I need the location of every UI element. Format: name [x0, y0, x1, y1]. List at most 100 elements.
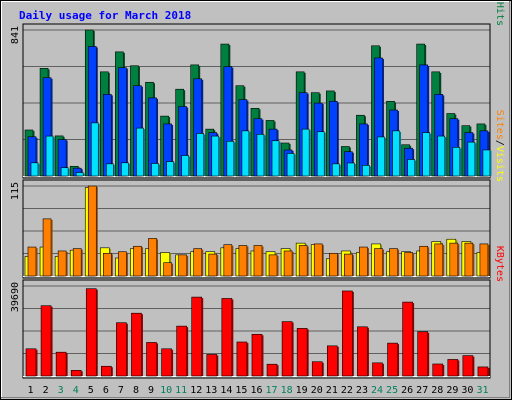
bar-pages: [121, 162, 130, 177]
bar-sites: [193, 248, 204, 277]
legend-entry: /: [494, 140, 505, 146]
day-label: 29: [446, 385, 458, 396]
bar-pages: [422, 132, 432, 177]
y-max-label: 841: [10, 26, 21, 44]
bar-files: [118, 67, 128, 177]
bar-kbytes: [116, 322, 128, 377]
bar-sites: [208, 253, 219, 277]
panel-hits-files-pages: 841 Pages/Files/Hits: [10, 0, 505, 179]
bar-sites: [479, 243, 490, 277]
day-label: 12: [190, 385, 202, 396]
bar-sites: [404, 252, 415, 277]
bar-kbytes: [206, 354, 219, 377]
bar-sites: [223, 244, 234, 277]
day-label: 9: [148, 385, 154, 396]
day-label: 19: [296, 385, 308, 396]
bar-pages: [482, 149, 492, 177]
bar-sites: [57, 250, 68, 277]
bar-pages: [211, 135, 221, 177]
day-label: 30: [461, 385, 473, 396]
day-label: 8: [133, 385, 139, 396]
day-label: 18: [281, 385, 293, 396]
bar-sites: [238, 245, 249, 277]
day-label: 4: [73, 385, 79, 396]
legend-entry: Sites: [494, 110, 505, 140]
bar-sites: [118, 251, 128, 277]
bar-pages: [301, 128, 311, 177]
legend-entry: KBytes: [494, 246, 505, 282]
day-label: 3: [58, 385, 64, 396]
day-label: 28: [431, 385, 443, 396]
day-label: 16: [250, 385, 262, 396]
bar-kbytes: [25, 348, 38, 377]
bar-sites: [72, 248, 83, 277]
bar-kbytes: [40, 305, 53, 377]
day-label: 2: [43, 385, 49, 396]
bar-kbytes: [131, 312, 143, 377]
bar-sites: [434, 243, 445, 277]
legend: Pages/Files/Hits: [494, 0, 505, 26]
bar-kbytes: [161, 348, 174, 377]
y-max-label: 39690: [10, 282, 21, 312]
bar-pages: [60, 167, 70, 177]
day-label: 17: [266, 385, 278, 396]
bar-sites: [389, 248, 400, 277]
bar-pages: [392, 130, 402, 177]
bar-kbytes: [311, 361, 324, 377]
bar-pages: [331, 163, 341, 177]
bar-kbytes: [251, 333, 264, 377]
bar-kbytes: [357, 326, 369, 377]
day-labels: 1 2 3 4 5 6 7 8 9 10 11 12 13 14 15 16 17 18 19 20 21 22 23 24 2…: [28, 385, 489, 396]
bar-kbytes: [221, 298, 234, 377]
day-label: 6: [103, 385, 109, 396]
bar-kbytes: [236, 341, 249, 377]
bar-kbytes: [477, 366, 490, 377]
bar-sites: [313, 243, 324, 277]
legend-entry: Visits: [494, 146, 505, 182]
bar-kbytes: [402, 301, 415, 377]
bar-kbytes: [372, 362, 384, 377]
bar-kbytes: [296, 328, 309, 377]
legend-entry: Hits: [494, 2, 505, 26]
bar-kbytes: [101, 365, 113, 377]
bar-kbytes: [447, 359, 460, 377]
bar-pages: [241, 130, 251, 177]
bar-pages: [256, 134, 266, 177]
bar-pages: [45, 135, 55, 177]
y-max-label: 115: [10, 182, 21, 200]
bar-sites: [133, 245, 143, 277]
bar-kbytes: [342, 290, 354, 377]
bar-kbytes: [146, 342, 159, 377]
day-label: 25: [386, 385, 398, 396]
chart-title: Daily usage for March 2018: [19, 9, 191, 22]
bar-kbytes: [417, 331, 430, 377]
bar-kbytes: [70, 370, 83, 377]
bar-pages: [377, 136, 386, 177]
bar-pages: [407, 159, 417, 177]
bar-pages: [452, 147, 462, 177]
bar-kbytes: [387, 342, 400, 377]
series-sites: [27, 185, 490, 277]
bar-pages: [286, 153, 296, 177]
bar-sites: [148, 238, 159, 277]
bar-sites: [359, 246, 369, 277]
bar-sites: [464, 242, 475, 277]
day-label: 27: [416, 385, 428, 396]
day-label: 5: [88, 385, 94, 396]
legend-entry: /: [494, 0, 505, 2]
bar-pages: [437, 135, 447, 177]
bar-sites: [178, 254, 189, 277]
bar-sites: [268, 254, 279, 277]
bar-sites: [298, 245, 309, 277]
bar-sites: [163, 262, 174, 277]
day-label: 22: [341, 385, 353, 396]
bar-kbytes: [462, 355, 475, 377]
bar-pages: [106, 163, 115, 177]
bar-kbytes: [85, 288, 98, 377]
bar-sites: [253, 245, 264, 277]
bar-pages: [30, 162, 40, 177]
panel-visits-sites: 115 Sites/Visits: [10, 110, 505, 279]
bar-sites: [27, 246, 38, 277]
bar-sites: [328, 253, 339, 277]
